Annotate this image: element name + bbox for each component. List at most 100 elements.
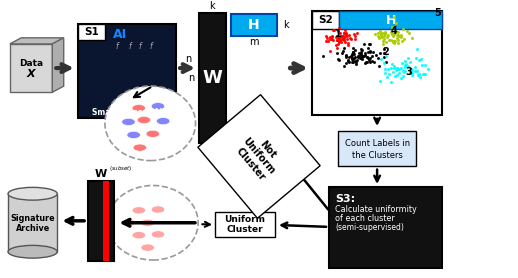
- Point: [391, 29, 399, 34]
- Point: [344, 43, 352, 47]
- Point: [333, 51, 341, 55]
- Point: [387, 32, 396, 36]
- Ellipse shape: [105, 86, 196, 161]
- Point: [377, 34, 385, 39]
- Point: [342, 31, 350, 35]
- Point: [333, 38, 341, 43]
- Point: [397, 35, 405, 40]
- Text: f: f: [115, 42, 118, 51]
- Point: [413, 47, 422, 52]
- Point: [342, 31, 351, 36]
- Text: Not
Uniform
Cluster: Not Uniform Cluster: [232, 129, 286, 184]
- Point: [408, 73, 416, 77]
- Point: [361, 52, 369, 57]
- Point: [415, 75, 424, 79]
- Point: [381, 31, 390, 36]
- Point: [380, 66, 388, 71]
- Text: H: H: [385, 14, 396, 26]
- Point: [351, 59, 359, 64]
- Point: [363, 55, 371, 59]
- Point: [333, 38, 341, 43]
- Text: $\mathbf{W}$: $\mathbf{W}$: [94, 167, 108, 179]
- Point: [363, 60, 371, 64]
- Point: [377, 57, 385, 61]
- Point: [342, 53, 350, 58]
- Point: [381, 31, 390, 36]
- Point: [394, 32, 402, 37]
- Point: [349, 56, 357, 61]
- Point: [407, 35, 415, 40]
- Point: [380, 47, 388, 51]
- Point: [401, 62, 410, 66]
- Point: [376, 78, 384, 83]
- Bar: [88, 181, 114, 261]
- Point: [348, 51, 356, 56]
- Point: [359, 54, 368, 58]
- Text: of each cluster: of each cluster: [335, 214, 395, 223]
- Point: [398, 27, 407, 31]
- Point: [397, 76, 406, 80]
- Point: [406, 60, 414, 64]
- Point: [395, 34, 403, 38]
- Text: 5: 5: [434, 8, 441, 18]
- Text: S3:: S3:: [335, 194, 355, 204]
- Text: 1: 1: [335, 29, 342, 39]
- Point: [408, 68, 416, 72]
- Point: [363, 55, 371, 59]
- Point: [390, 66, 398, 71]
- Point: [353, 31, 362, 35]
- Point: [400, 36, 408, 41]
- Point: [337, 34, 345, 39]
- Point: [392, 67, 400, 72]
- Point: [340, 31, 348, 35]
- Text: X: X: [27, 69, 35, 79]
- Point: [395, 66, 403, 71]
- Point: [349, 50, 357, 54]
- Point: [358, 57, 366, 61]
- Point: [348, 57, 356, 61]
- Point: [421, 71, 429, 76]
- Point: [402, 28, 411, 33]
- Text: k: k: [283, 20, 289, 30]
- Point: [377, 33, 385, 38]
- Point: [356, 56, 364, 60]
- Bar: [339, 11, 442, 29]
- Point: [366, 60, 375, 65]
- Point: [348, 59, 356, 64]
- Point: [332, 43, 340, 47]
- Point: [339, 38, 348, 42]
- Point: [398, 69, 407, 74]
- Point: [353, 55, 362, 59]
- Point: [375, 64, 383, 68]
- Point: [351, 48, 359, 52]
- Point: [384, 33, 393, 38]
- Point: [336, 38, 344, 42]
- Text: Uniform
Cluster: Uniform Cluster: [224, 215, 265, 234]
- Point: [334, 41, 342, 46]
- Polygon shape: [10, 38, 64, 44]
- Point: [344, 41, 352, 45]
- Point: [386, 66, 395, 70]
- Point: [401, 63, 409, 67]
- Point: [401, 64, 410, 68]
- Circle shape: [127, 131, 140, 138]
- Point: [357, 56, 366, 61]
- Point: [393, 72, 401, 77]
- Point: [393, 66, 401, 70]
- Point: [411, 69, 419, 73]
- Bar: [312, 11, 339, 29]
- Point: [340, 36, 349, 40]
- Point: [349, 50, 357, 54]
- Point: [348, 56, 356, 61]
- Circle shape: [141, 244, 154, 251]
- Point: [330, 28, 338, 32]
- Point: [380, 30, 388, 34]
- Circle shape: [122, 219, 135, 226]
- Point: [325, 37, 334, 41]
- Point: [339, 34, 348, 38]
- Circle shape: [137, 116, 151, 124]
- Bar: [78, 24, 176, 118]
- Text: (semi-supervised): (semi-supervised): [335, 223, 404, 232]
- Point: [352, 62, 361, 67]
- Point: [391, 29, 399, 33]
